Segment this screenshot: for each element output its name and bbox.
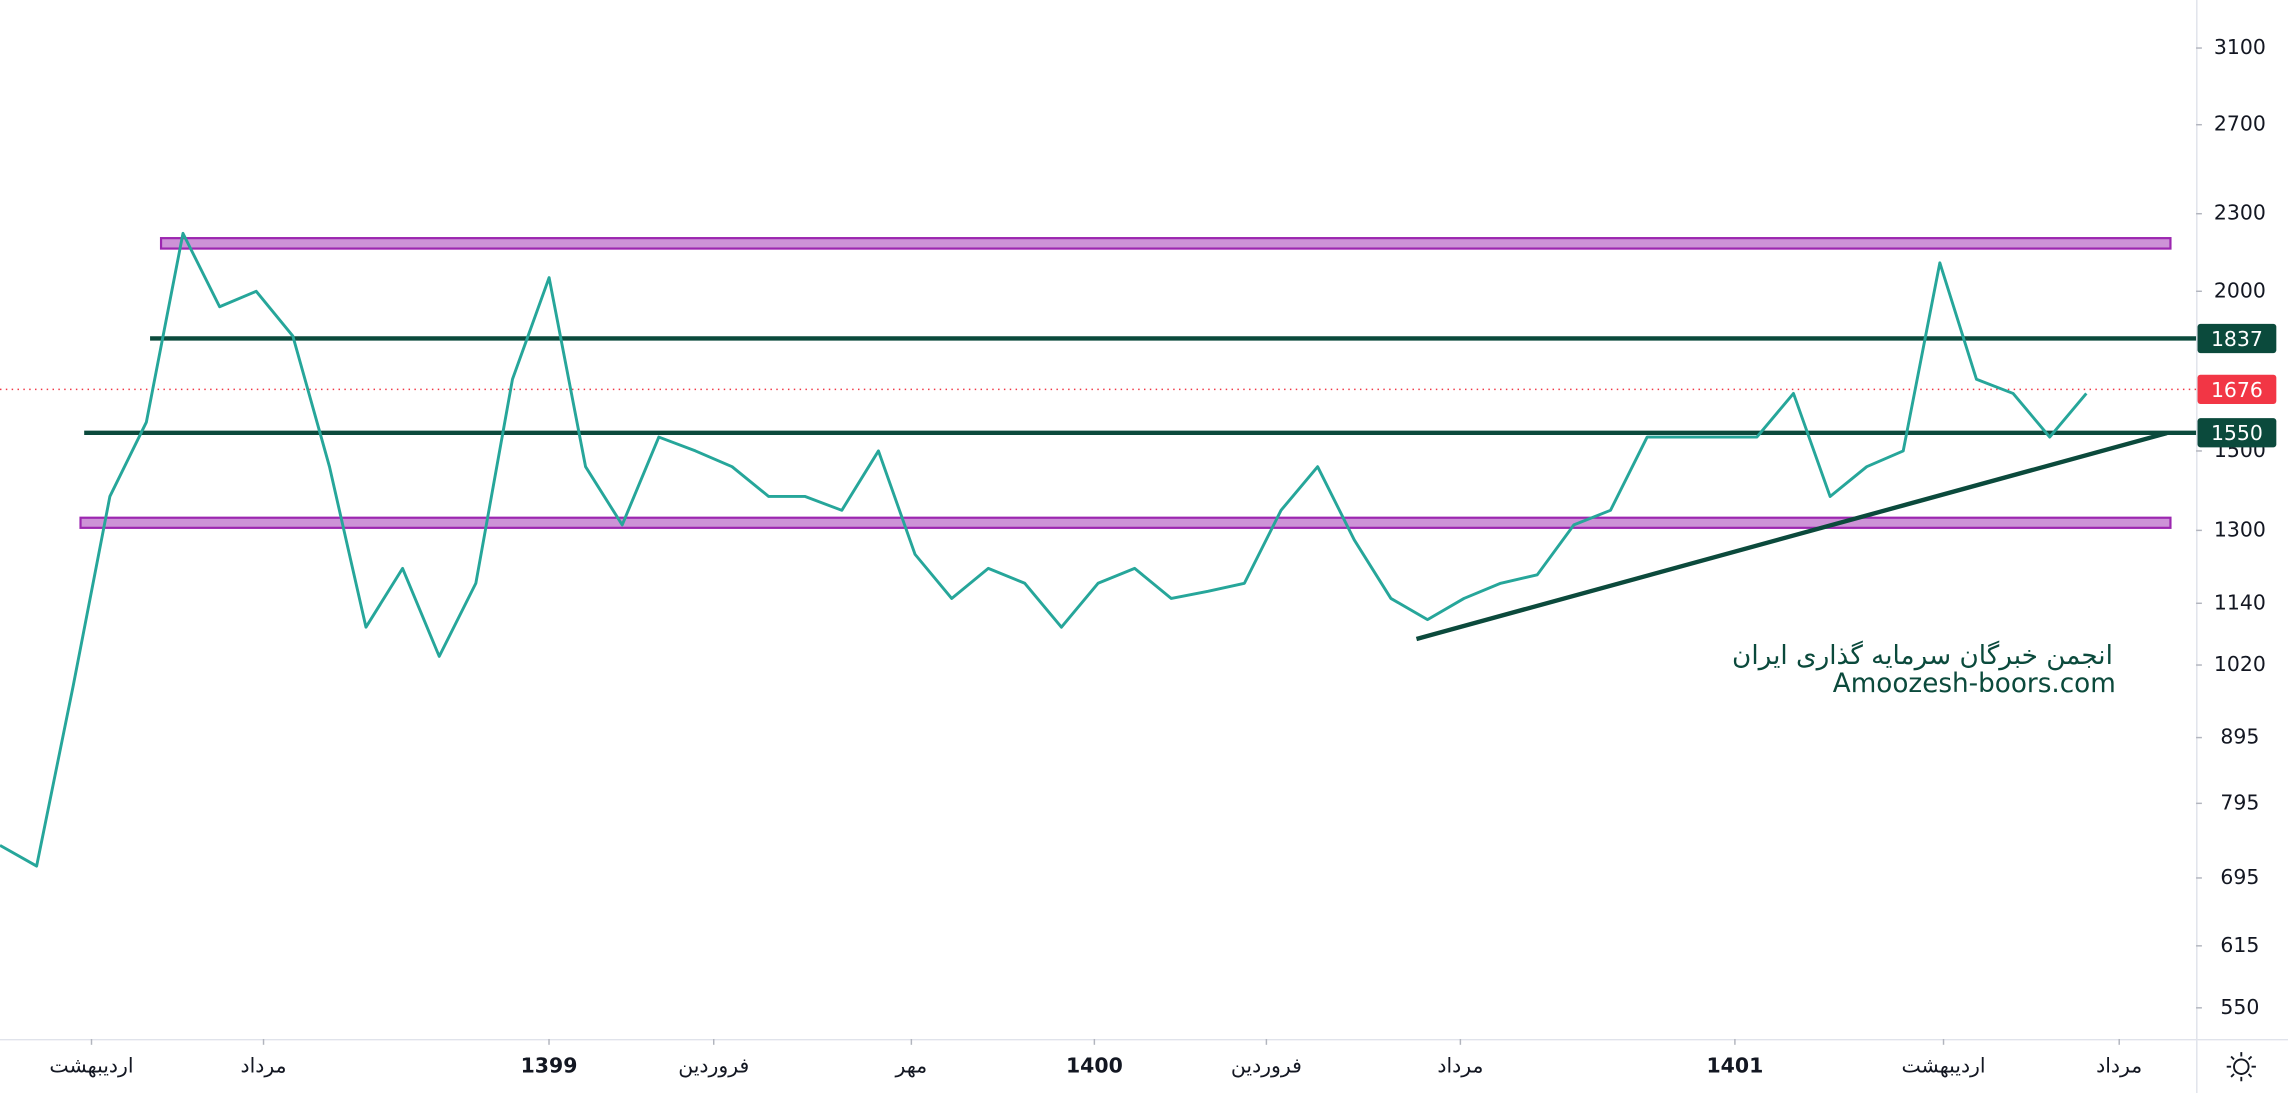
x-tick-label: مهر [895, 1054, 928, 1078]
x-tick-label: 1400 [1066, 1054, 1123, 1078]
y-tick-label: 1020 [2214, 652, 2266, 676]
x-tick-label: اردیبهشت [49, 1054, 133, 1078]
y-tick-label: 615 [2220, 933, 2259, 957]
price-tag-label: 1837 [2211, 327, 2263, 351]
y-tick-label: 795 [2220, 790, 2259, 814]
y-tick-label: 1300 [2214, 517, 2266, 541]
x-tick-label: فروردین [1231, 1054, 1302, 1078]
icon-part [2226, 1052, 2256, 1082]
x-tick-label: مرداد [1437, 1054, 1483, 1078]
y-tick-label: 3100 [2214, 35, 2266, 59]
plot [0, 231, 2197, 868]
y-tick-label: 895 [2220, 725, 2259, 749]
x-tick-label: اردیبهشت [1901, 1054, 1985, 1078]
y-tick-label: 695 [2220, 865, 2259, 889]
x-tick-label: مرداد [241, 1054, 287, 1078]
y-tick-label: 550 [2220, 995, 2259, 1019]
x-tick-label: 1399 [521, 1054, 578, 1078]
zone [159, 237, 2172, 250]
price-tag [2197, 374, 2277, 404]
watermark-site: Amoozesh-boors.com [1833, 669, 2116, 699]
watermark-title: انجمن خبرگان سرمایه گذاری ایران [1732, 640, 2113, 671]
y-tick-label: 2700 [2214, 112, 2266, 136]
y-tick-label: 2000 [2214, 278, 2266, 302]
price-tag [2197, 323, 2277, 354]
price-tag-label: 1550 [2211, 421, 2263, 445]
price-tag [2197, 418, 2277, 448]
x-tick-label: مرداد [2096, 1054, 2142, 1078]
trendline [1415, 431, 2168, 642]
x-tick-label: فروردین [678, 1054, 749, 1078]
price-line [0, 231, 2088, 868]
price-tag-label: 1676 [2211, 378, 2263, 402]
y-tick-label: 2300 [2214, 201, 2266, 225]
zone [79, 516, 2172, 529]
settings-icon[interactable] [2226, 1052, 2256, 1082]
y-tick-label: 1140 [2214, 590, 2266, 614]
icon-part [2233, 1058, 2250, 1075]
x-tick-label: 1401 [1706, 1054, 1763, 1078]
